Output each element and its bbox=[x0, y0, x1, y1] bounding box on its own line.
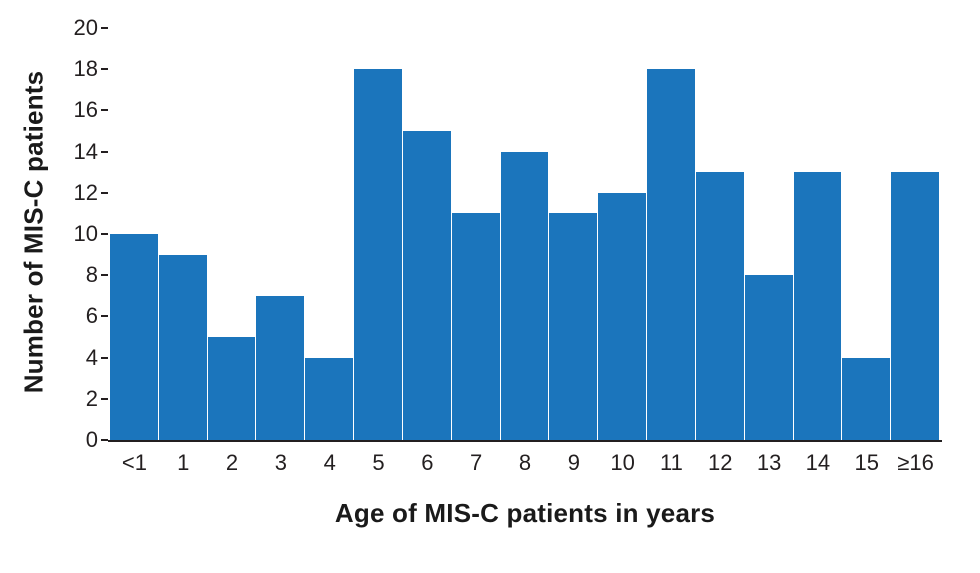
bar-age-<1 bbox=[110, 234, 158, 440]
x-tick-label: 12 bbox=[708, 450, 733, 475]
x-tick-label: 15 bbox=[854, 450, 879, 475]
y-tick-label: 12 bbox=[73, 179, 98, 205]
y-tick-label: 18 bbox=[73, 56, 98, 82]
y-tick-mark bbox=[101, 150, 108, 153]
bar-age-14 bbox=[793, 172, 842, 440]
x-tick-label: 11 bbox=[660, 450, 683, 475]
y-tick-label: 8 bbox=[85, 262, 98, 288]
y-tick-label: 6 bbox=[85, 303, 98, 329]
y-tick-label: 2 bbox=[85, 385, 98, 411]
x-tick-label: 4 bbox=[323, 450, 336, 475]
x-tick-label: 2 bbox=[225, 450, 239, 475]
bar-age-6 bbox=[402, 131, 451, 440]
x-tick-label: 13 bbox=[756, 450, 782, 475]
x-axis-label: Age of MIS-C patients in years bbox=[334, 498, 716, 528]
bar-age-5 bbox=[354, 69, 402, 440]
bar-age-11 bbox=[647, 69, 695, 440]
x-tick-label: 9 bbox=[567, 450, 580, 475]
y-tick-label: 16 bbox=[73, 97, 98, 123]
bar-age-7 bbox=[451, 213, 500, 440]
x-tick-label: ≥16 bbox=[897, 450, 934, 475]
y-tick-label: 20 bbox=[73, 15, 98, 40]
y-tick-label: 4 bbox=[85, 344, 98, 370]
y-tick-label: 14 bbox=[73, 138, 98, 164]
y-tick-mark bbox=[101, 439, 108, 441]
y-tick-label: 0 bbox=[85, 427, 98, 452]
x-tick-label: 7 bbox=[470, 450, 483, 475]
x-tick-label: 1 bbox=[177, 450, 190, 475]
x-axis-line bbox=[108, 440, 942, 442]
y-tick-mark bbox=[101, 397, 108, 400]
y-tick-mark bbox=[101, 274, 108, 277]
y-tick-mark bbox=[101, 356, 108, 359]
x-tick-label: 5 bbox=[372, 450, 385, 475]
y-tick-mark bbox=[101, 191, 108, 194]
x-tick-label: 10 bbox=[610, 450, 635, 475]
x-tick-label: 8 bbox=[518, 450, 532, 475]
bar-age-10 bbox=[598, 192, 647, 440]
x-tick-label: <1 bbox=[121, 450, 147, 475]
bar-age-1 bbox=[158, 254, 207, 440]
bar-age-2 bbox=[207, 337, 256, 440]
bar-age-12 bbox=[695, 172, 744, 440]
x-tick-label: 6 bbox=[421, 450, 434, 475]
y-tick-mark bbox=[101, 27, 108, 29]
plot-area bbox=[110, 28, 940, 440]
bar-age-4 bbox=[305, 357, 354, 440]
y-axis-ticks: 0 2 4 6 8 10 12 14 16 18 20 bbox=[0, 0, 98, 573]
bar-age-8 bbox=[500, 151, 549, 440]
bar-age-13 bbox=[744, 275, 793, 440]
bar-age-3 bbox=[256, 295, 305, 440]
y-tick-label: 10 bbox=[73, 221, 98, 246]
x-axis-tick-labels: <1 1 2 3 4 5 6 7 8 9 10 11 12 13 14 15 ≥16 bbox=[110, 450, 940, 480]
y-tick-mark bbox=[101, 233, 108, 235]
x-tick-label: 3 bbox=[274, 450, 287, 475]
y-tick-mark bbox=[101, 68, 108, 71]
x-tick-label: 14 bbox=[805, 450, 831, 475]
y-tick-mark bbox=[101, 315, 108, 318]
bar-age-15 bbox=[842, 357, 891, 440]
bar-age-≥16 bbox=[891, 172, 939, 440]
y-tick-mark bbox=[101, 109, 108, 112]
bar-age-9 bbox=[549, 213, 598, 440]
